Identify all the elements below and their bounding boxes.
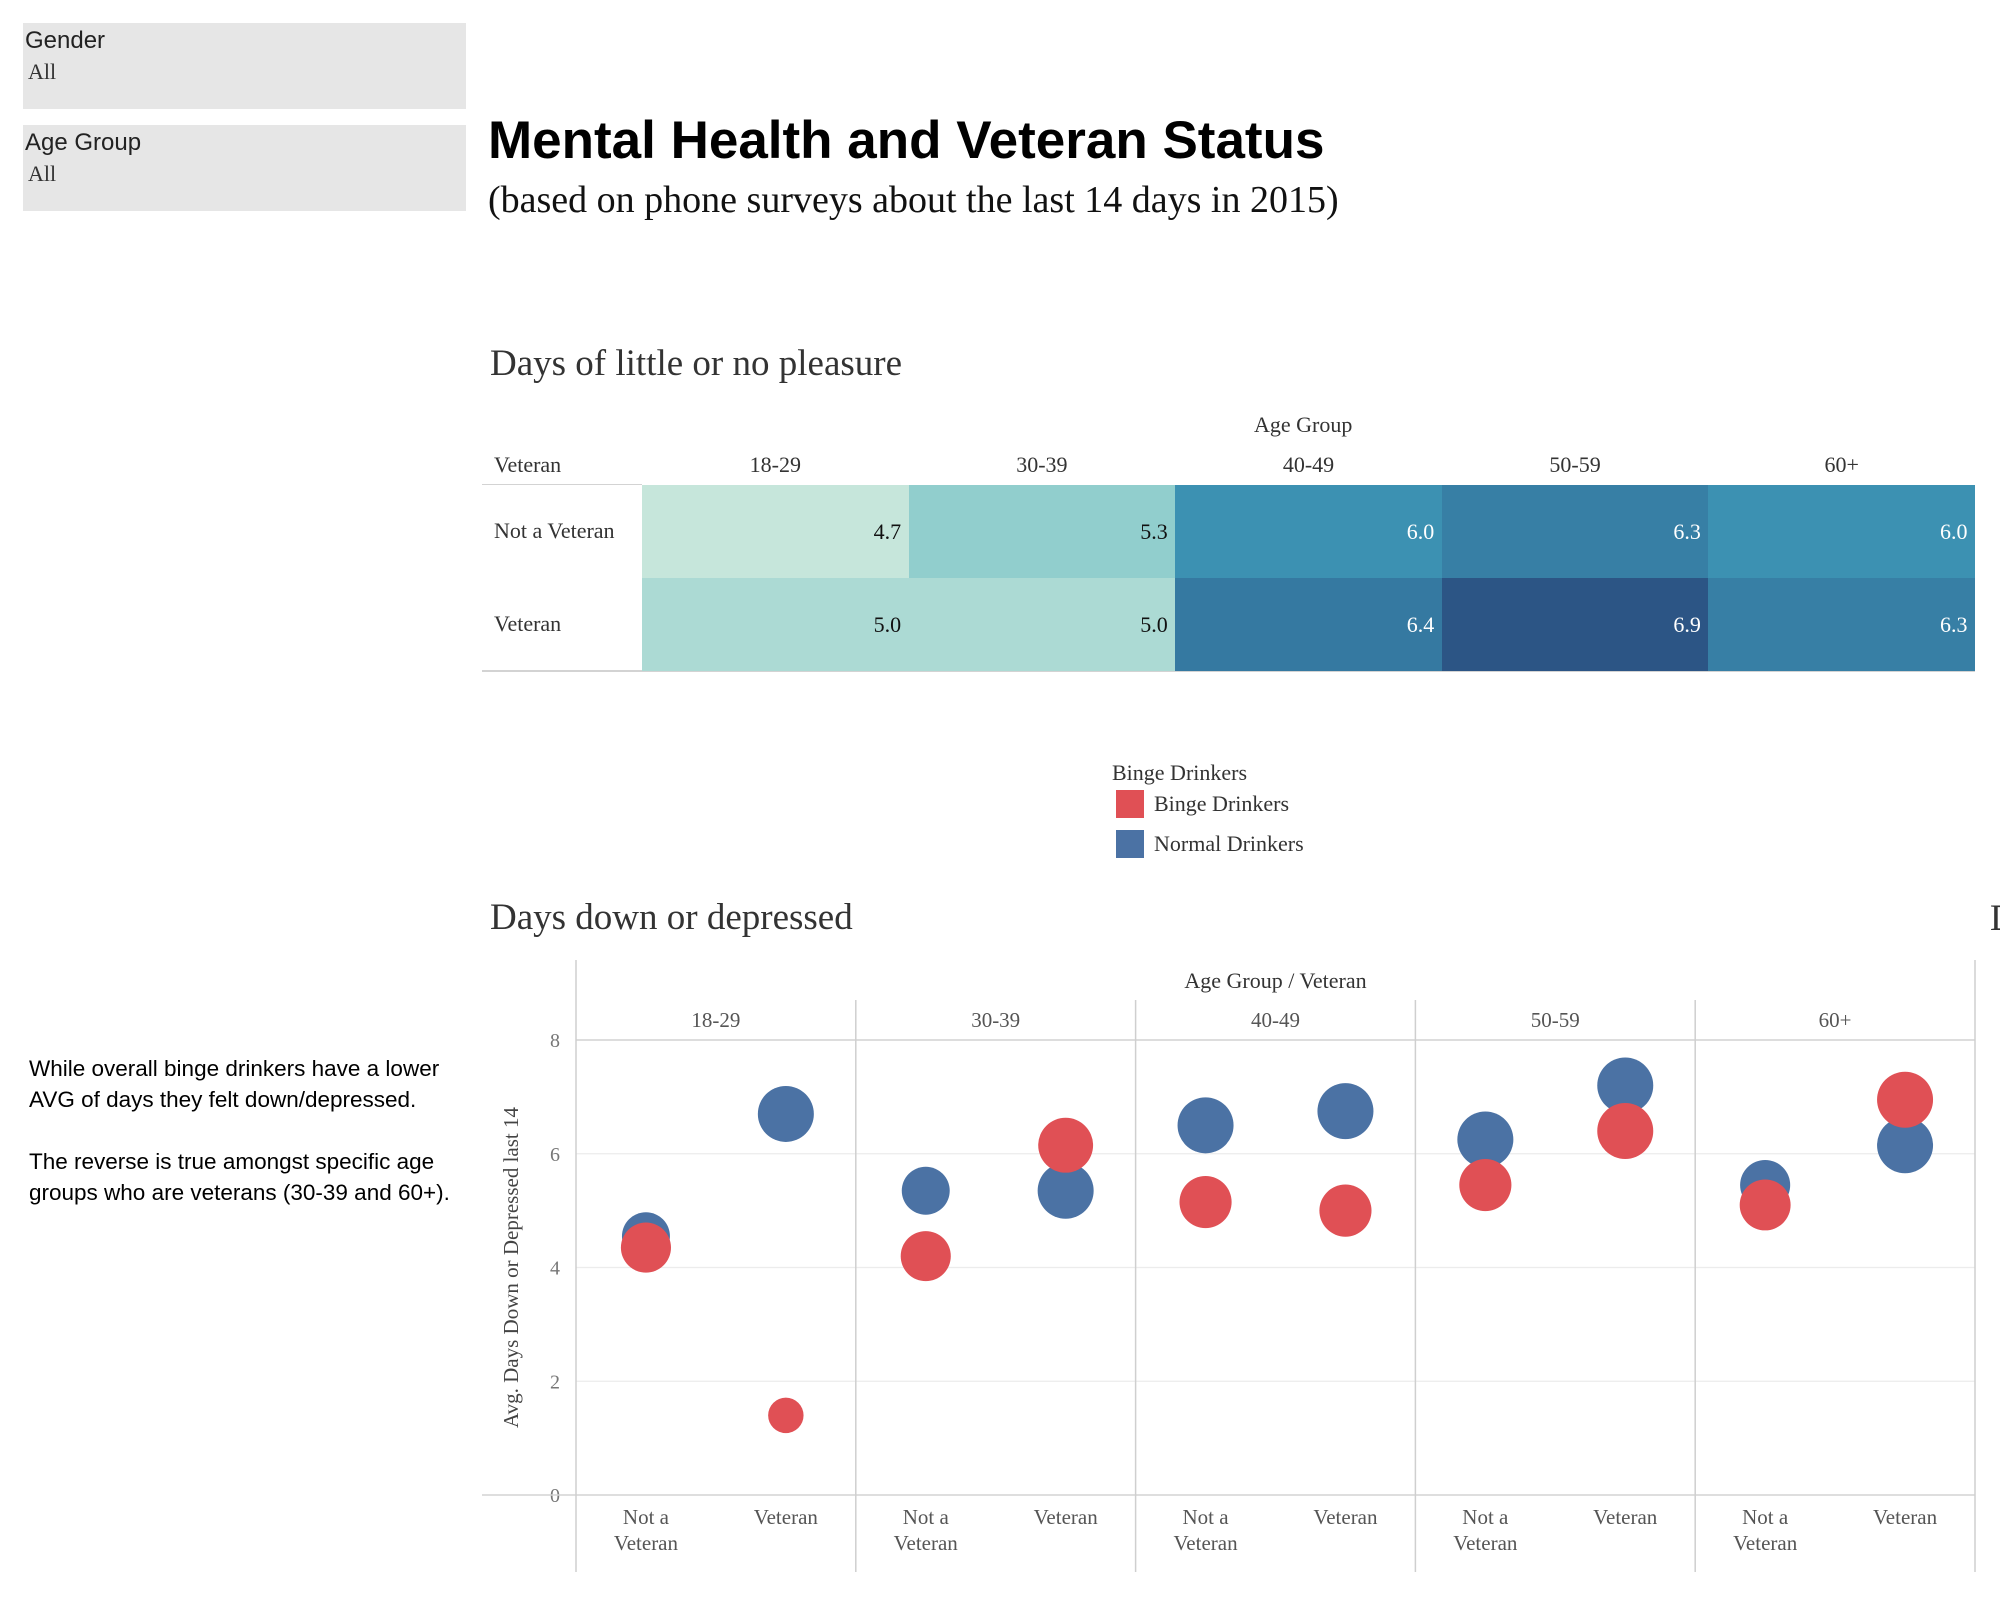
category-label: Veteran xyxy=(1453,1531,1518,1555)
heatmap-cell[interactable]: 4.7 xyxy=(642,485,910,578)
heatmap-cell[interactable]: 6.3 xyxy=(1441,485,1709,578)
group-label: 30-39 xyxy=(971,1008,1020,1032)
category-label: Not a xyxy=(1183,1505,1230,1529)
heatmap-cell-value: 6.0 xyxy=(1406,518,1435,544)
legend-title: Binge Drinkers xyxy=(1112,760,1248,785)
data-point xyxy=(1877,1117,1934,1174)
heatmap-column-header: Age Group xyxy=(1254,412,1353,437)
heatmap-cell-value: 5.0 xyxy=(1140,611,1168,637)
scatter-title: Days down or depressed xyxy=(490,897,853,938)
legend-swatch-binge xyxy=(1116,789,1144,818)
data-point xyxy=(757,1085,814,1142)
dashboard-subtitle: (based on phone surveys about the last 1… xyxy=(488,179,1339,221)
category-label: Veteran xyxy=(1593,1505,1658,1529)
category-label: Not a xyxy=(903,1505,950,1529)
age-group-filter-value[interactable]: All xyxy=(28,161,57,186)
annotation-paragraph-1: While overall binge drinkers have a lowe… xyxy=(29,1056,440,1112)
category-label: Veteran xyxy=(754,1505,819,1529)
scatter-header: Age Group / Veteran xyxy=(1184,968,1366,993)
heatmap-cell-value: 4.7 xyxy=(873,518,902,544)
cropped-title-fragment: D xyxy=(1990,897,2000,940)
heatmap-cell[interactable]: 6.4 xyxy=(1175,578,1443,671)
heatmap-cell[interactable]: 6.0 xyxy=(1175,485,1443,578)
heatmap-cell[interactable]: 5.0 xyxy=(908,578,1176,671)
heatmap-cell[interactable]: 6.0 xyxy=(1708,485,1976,578)
data-point xyxy=(901,1166,950,1215)
heatmap-cell-value: 6.9 xyxy=(1673,611,1701,637)
dashboard-title: Mental Health and Veteran Status xyxy=(488,111,1325,170)
heatmap-cell-value: 6.0 xyxy=(1939,518,1968,544)
heatmap-row-label: Veteran xyxy=(494,610,562,636)
data-point xyxy=(768,1397,804,1434)
category-label: Not a xyxy=(1742,1505,1789,1529)
data-point xyxy=(1038,1117,1094,1173)
age-group-filter-title: Age Group xyxy=(25,129,142,156)
data-point xyxy=(1319,1184,1372,1237)
group-label: 60+ xyxy=(1819,1008,1852,1032)
heatmap-row-header: Veteran xyxy=(494,452,562,477)
heatmap-cell[interactable]: 5.3 xyxy=(908,485,1176,578)
group-label: 18-29 xyxy=(691,1008,740,1032)
annotation-text: While overall binge drinkers have a lowe… xyxy=(29,1053,469,1239)
category-label: Not a xyxy=(623,1505,670,1529)
heatmap-row-divider xyxy=(482,484,642,485)
heatmap-row-divider xyxy=(482,670,642,671)
data-point xyxy=(1877,1071,1934,1128)
legend-label-binge: Binge Drinkers xyxy=(1154,790,1290,816)
data-point xyxy=(1177,1097,1234,1154)
data-point xyxy=(900,1231,951,1282)
category-label: Veteran xyxy=(1313,1505,1378,1529)
legend-swatch-normal xyxy=(1116,829,1144,858)
data-point xyxy=(1597,1057,1654,1114)
data-point xyxy=(1457,1111,1514,1168)
annotation-paragraph-2: The reverse is true amongst specific age… xyxy=(29,1149,450,1205)
heatmap-column-label: 60+ xyxy=(1824,452,1859,477)
heatmap-column-label: 18-29 xyxy=(749,452,801,477)
y-tick-label: 0 xyxy=(550,1485,560,1507)
category-label: Veteran xyxy=(1034,1505,1099,1529)
y-tick-label: 2 xyxy=(550,1371,560,1393)
group-label: 40-49 xyxy=(1251,1008,1300,1032)
category-label: Veteran xyxy=(1733,1531,1798,1555)
heatmap-title: Days of little or no pleasure xyxy=(490,343,903,384)
gender-filter-title: Gender xyxy=(25,27,106,54)
data-point xyxy=(1597,1103,1654,1159)
data-point xyxy=(1739,1179,1791,1231)
heatmap-cell[interactable]: 6.3 xyxy=(1708,578,1976,671)
heatmap-cell[interactable]: 6.9 xyxy=(1441,578,1709,671)
legend-item-binge-drinkers[interactable]: Binge Drinkers xyxy=(1116,789,1289,818)
data-point xyxy=(1459,1158,1512,1212)
data-point xyxy=(1317,1083,1374,1140)
legend-label-normal: Normal Drinkers xyxy=(1154,830,1304,856)
y-axis-label: Avg. Days Down or Depressed last 14 xyxy=(499,1107,523,1428)
group-label: 50-59 xyxy=(1531,1008,1580,1032)
heatmap-bottom-line xyxy=(482,671,1975,672)
legend-item-normal-drinkers[interactable]: Normal Drinkers xyxy=(1116,829,1304,858)
heatmap-column-label: 50-59 xyxy=(1549,452,1601,477)
gender-filter[interactable]: Gender All xyxy=(23,23,466,109)
heatmap-row-label: Not a Veteran xyxy=(494,517,615,543)
heatmap-cell-value: 5.0 xyxy=(873,611,902,637)
category-label: Not a xyxy=(1462,1505,1509,1529)
heatmap-cell-value: 6.3 xyxy=(1673,518,1701,544)
category-label: Veteran xyxy=(894,1531,959,1555)
data-point xyxy=(620,1222,671,1273)
heatmap-cell-value: 6.3 xyxy=(1939,611,1968,637)
heatmap-cell[interactable]: 5.0 xyxy=(642,578,910,671)
category-label: Veteran xyxy=(614,1531,679,1555)
data-point xyxy=(1037,1162,1094,1219)
heatmap-cell-value: 6.4 xyxy=(1406,611,1435,637)
heatmap-column-label: 30-39 xyxy=(1016,452,1068,477)
y-tick-label: 6 xyxy=(550,1144,560,1166)
data-point xyxy=(1179,1176,1232,1229)
age-group-filter[interactable]: Age Group All xyxy=(23,125,466,211)
y-tick-label: 8 xyxy=(550,1030,560,1052)
heatmap-cell-value: 5.3 xyxy=(1140,518,1168,544)
y-tick-label: 4 xyxy=(550,1258,560,1280)
category-label: Veteran xyxy=(1873,1505,1938,1529)
gender-filter-value[interactable]: All xyxy=(28,59,57,84)
category-label: Veteran xyxy=(1173,1531,1238,1555)
heatmap-column-label: 40-49 xyxy=(1282,452,1335,477)
